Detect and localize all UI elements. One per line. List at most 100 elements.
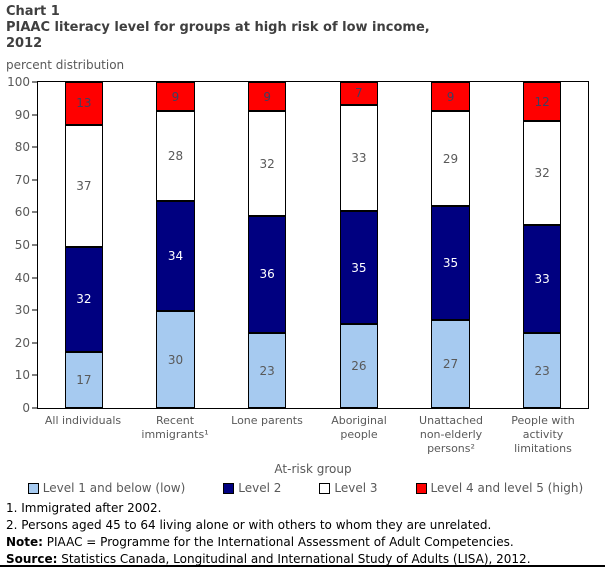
bar-column: 26 35 33 7 bbox=[313, 82, 405, 408]
bar-segment: 28 bbox=[156, 111, 195, 202]
legend-swatch bbox=[319, 483, 331, 494]
bar-value-label: 13 bbox=[76, 96, 92, 111]
bar-value-label: 35 bbox=[442, 255, 459, 270]
legend-item: Level 2 bbox=[223, 482, 281, 495]
bar: 27 35 29 9 bbox=[431, 82, 470, 408]
footnote-text: PIAAC = Programme for the International … bbox=[42, 535, 514, 549]
y-tick-label: 20 bbox=[14, 335, 30, 350]
bar-segment: 34 bbox=[156, 201, 195, 312]
x-category-label: Lone parents bbox=[231, 414, 303, 427]
y-tick-label: 50 bbox=[14, 238, 30, 252]
y-tick-mark bbox=[32, 342, 38, 344]
chart-title-line-1: PIAAC literacy level for groups at high … bbox=[6, 20, 430, 35]
footnote-prefix: Source: bbox=[6, 552, 58, 566]
bar-segment: 35 bbox=[431, 205, 470, 320]
bar-value-label: 29 bbox=[442, 151, 459, 166]
bar-segment: 36 bbox=[247, 215, 287, 334]
bar-segment: 12 bbox=[522, 82, 562, 122]
y-tick-label: 90 bbox=[14, 107, 30, 122]
bar-column: 23 36 32 9 bbox=[221, 82, 313, 408]
axis-units-label: percent distribution bbox=[6, 58, 125, 72]
bar-column: 17 32 37 13 bbox=[38, 82, 130, 408]
bar-value-label: 33 bbox=[351, 150, 367, 165]
bar-segment: 9 bbox=[247, 82, 287, 112]
bar-value-label: 36 bbox=[259, 267, 275, 282]
y-tick-mark bbox=[32, 374, 38, 376]
x-category-label: Unattached non-elderly persons² bbox=[419, 414, 483, 455]
bar-value-label: 32 bbox=[259, 156, 275, 171]
x-category-label: People with activity limitations bbox=[511, 414, 575, 455]
bar-value-label: 28 bbox=[167, 149, 184, 164]
bar-value-label: 23 bbox=[534, 363, 550, 378]
x-category-label: All individuals bbox=[44, 414, 122, 427]
y-tick-label: 80 bbox=[14, 140, 30, 155]
bar-segment: 9 bbox=[156, 82, 195, 112]
legend-item: Level 4 and level 5 (high) bbox=[415, 481, 584, 495]
footnote-text: 1. Immigrated after 2002. bbox=[6, 501, 162, 515]
x-axis-title: At-risk group bbox=[274, 462, 352, 476]
x-axis-category-labels: All individuals Recent immigrants¹ Lone pa… bbox=[37, 414, 589, 456]
bar: 17 32 37 13 bbox=[64, 82, 104, 408]
footnote-line: Source: Statistics Canada, Longitudinal … bbox=[6, 551, 599, 568]
bar-value-label: 17 bbox=[76, 373, 92, 388]
legend: Level 1 and below (low) Level 2 Level 3 Lev… bbox=[6, 482, 605, 495]
legend-swatch bbox=[415, 483, 427, 494]
footnote-line: Note: PIAAC = Programme for the Internat… bbox=[6, 534, 599, 551]
bar-segment: 23 bbox=[247, 333, 287, 408]
bar: 23 36 32 9 bbox=[247, 82, 287, 408]
bar-value-label: 9 bbox=[446, 89, 455, 104]
bar-value-label: 26 bbox=[351, 359, 367, 374]
bar-segment: 23 bbox=[522, 333, 562, 408]
bar-value-label: 32 bbox=[534, 166, 550, 181]
y-tick-mark bbox=[32, 244, 38, 246]
bar-value-label: 30 bbox=[167, 352, 184, 367]
bar: 26 35 33 7 bbox=[339, 82, 379, 408]
y-tick-mark bbox=[32, 81, 38, 83]
bar-segment: 27 bbox=[431, 319, 470, 408]
bar-segment: 7 bbox=[339, 82, 379, 105]
legend-label: Level 4 and level 5 (high) bbox=[430, 481, 584, 495]
bar-column: 27 35 29 9 bbox=[405, 82, 497, 408]
legend-label: Level 3 bbox=[334, 481, 378, 495]
bar-value-label: 33 bbox=[534, 272, 550, 287]
bar-segment: 33 bbox=[522, 225, 562, 334]
bar-value-label: 9 bbox=[263, 89, 271, 104]
legend-swatch bbox=[27, 483, 39, 494]
y-tick-label: 70 bbox=[14, 172, 30, 187]
bar-segment: 13 bbox=[64, 82, 104, 125]
bar-value-label: 7 bbox=[355, 86, 363, 101]
y-tick-label: 60 bbox=[14, 205, 30, 220]
footnotes: 1. Immigrated after 2002. 2. Persons aged… bbox=[6, 500, 605, 568]
chart-title-line-2: 2012 bbox=[6, 36, 43, 51]
y-tick-mark bbox=[32, 211, 38, 213]
plot-area: 0 10 20 30 40 50 60 70 80 90 100 17 32 37 13 30 34 28 9 23 3… bbox=[7, 75, 589, 415]
bar-segment: 32 bbox=[247, 111, 287, 216]
legend-item: Level 3 bbox=[319, 481, 378, 495]
bar-segment: 32 bbox=[64, 246, 104, 353]
footnote-prefix: Note: bbox=[6, 535, 43, 549]
bar-segment: 33 bbox=[339, 104, 379, 212]
bar-segment: 26 bbox=[339, 324, 379, 408]
footnote-text: Statistics Canada, Longitudinal and Inte… bbox=[57, 552, 531, 566]
bar-value-label: 34 bbox=[167, 249, 184, 264]
x-category-label: Aboriginal people bbox=[331, 414, 387, 441]
stacked-bar-chart: 0 10 20 30 40 50 60 70 80 90 100 17 32 37 13 30 34 28 9 23 3… bbox=[7, 75, 589, 415]
y-tick-mark bbox=[32, 407, 38, 409]
y-tick-mark bbox=[32, 114, 38, 116]
footnote-line: 1. Immigrated after 2002. bbox=[6, 500, 599, 517]
y-tick-label: 0 bbox=[22, 401, 30, 415]
bar-value-label: 37 bbox=[76, 178, 92, 193]
legend-swatch bbox=[223, 483, 235, 494]
bar-value-label: 12 bbox=[534, 94, 550, 109]
bar-value-label: 27 bbox=[442, 356, 459, 371]
bar-segment: 35 bbox=[339, 211, 379, 325]
bar-segment: 37 bbox=[64, 124, 104, 247]
bar-segment: 9 bbox=[431, 82, 470, 112]
bar-segment: 17 bbox=[64, 352, 104, 408]
bar: 23 33 32 12 bbox=[522, 82, 562, 408]
bar-value-label: 23 bbox=[259, 363, 275, 378]
footnote-line: 2. Persons aged 45 to 64 living alone or… bbox=[6, 517, 599, 534]
y-tick-mark bbox=[32, 146, 38, 148]
bottom-rule bbox=[0, 565, 605, 567]
